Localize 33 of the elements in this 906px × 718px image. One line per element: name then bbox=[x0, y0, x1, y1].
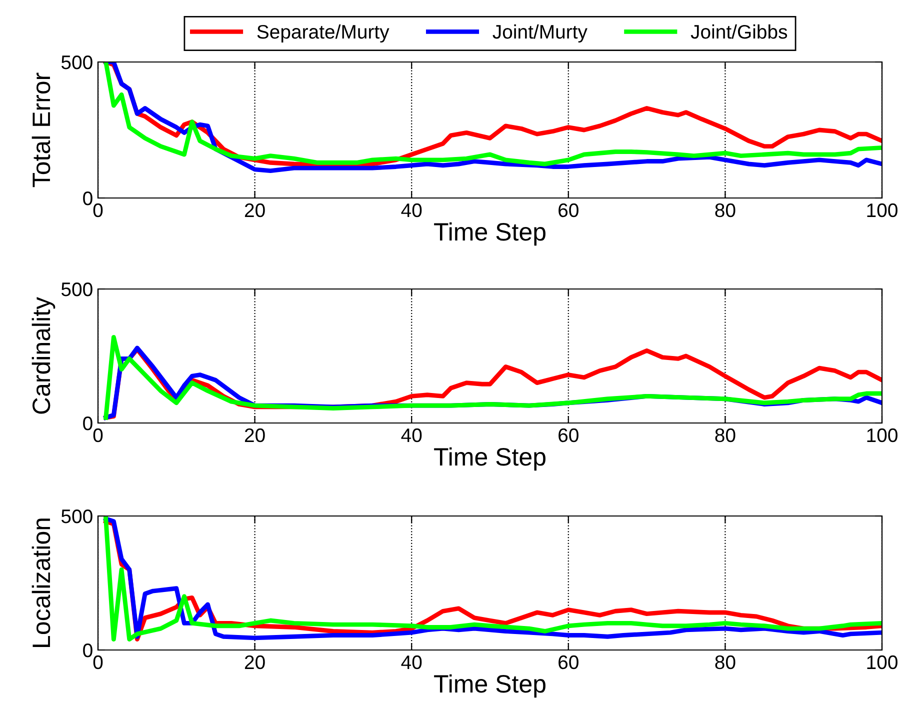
x-axis-title: Time Step bbox=[434, 674, 546, 698]
x-tick-label: 40 bbox=[401, 655, 422, 670]
x-tick-label: 40 bbox=[401, 203, 422, 218]
x-tick-label: 100 bbox=[867, 428, 898, 442]
x-axis-title: Time Step bbox=[434, 447, 546, 471]
x-tick-label: 80 bbox=[715, 655, 736, 670]
x-tick-label: 0 bbox=[93, 655, 103, 670]
x-tick-label: 0 bbox=[93, 203, 103, 218]
x-tick-label: 40 bbox=[401, 428, 422, 442]
x-tick-label: 20 bbox=[244, 203, 265, 218]
legend-label: Joint/Murty bbox=[492, 24, 588, 43]
y-axis-title: Localization bbox=[32, 518, 50, 647]
y-tick-label: 0 bbox=[83, 643, 92, 658]
x-axis-title: Time Step bbox=[434, 222, 546, 246]
x-tick-label: 20 bbox=[244, 428, 265, 442]
x-tick-label: 100 bbox=[867, 655, 898, 670]
x-tick-label: 60 bbox=[558, 655, 578, 670]
x-tick-label: 20 bbox=[244, 655, 265, 670]
x-tick-label: 60 bbox=[558, 428, 578, 442]
y-tick-label: 0 bbox=[83, 416, 92, 430]
x-tick-label: 80 bbox=[715, 203, 736, 218]
x-tick-label: 80 bbox=[715, 428, 736, 442]
y-tick-label: 500 bbox=[61, 55, 92, 70]
y-axis-title: Total Error bbox=[32, 72, 50, 188]
y-tick-label: 0 bbox=[83, 191, 92, 206]
legend-label: Separate/Murty bbox=[257, 24, 390, 43]
x-tick-label: 60 bbox=[558, 203, 578, 218]
y-tick-label: 500 bbox=[61, 509, 92, 524]
y-tick-label: 500 bbox=[61, 282, 92, 296]
x-tick-label: 100 bbox=[867, 203, 898, 218]
x-tick-label: 0 bbox=[93, 428, 103, 442]
legend-label: Joint/Gibbs bbox=[690, 24, 788, 39]
y-axis-title: Cardinality bbox=[32, 296, 56, 414]
